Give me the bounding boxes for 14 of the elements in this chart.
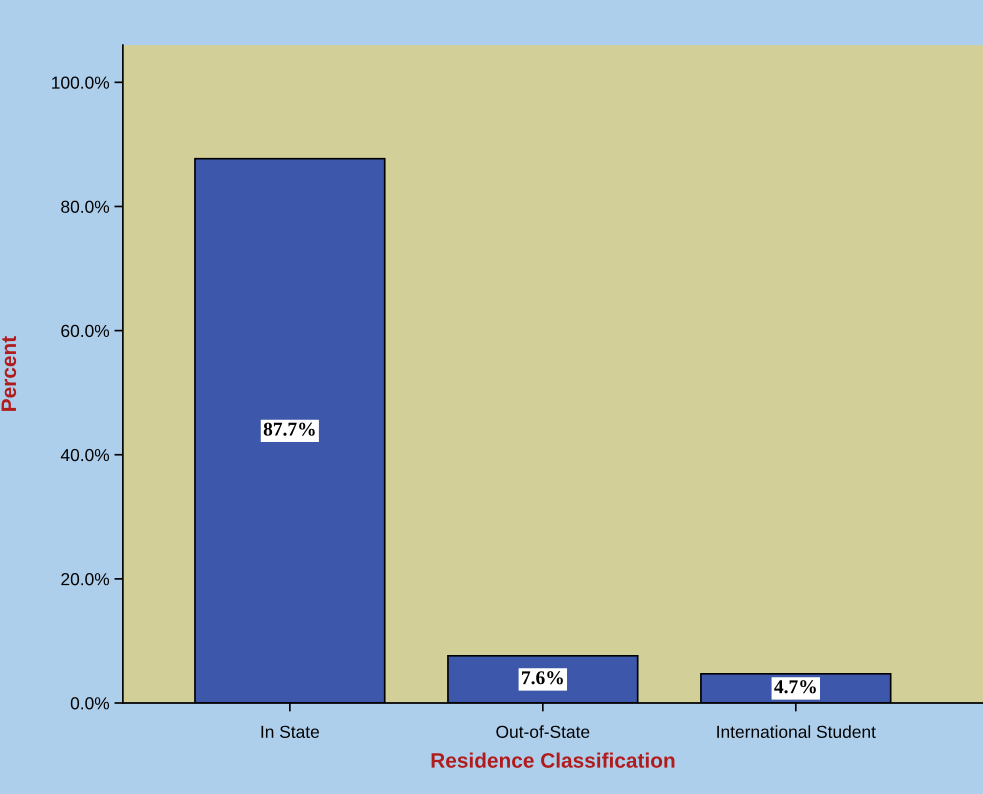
y-tick-label: 0.0%	[70, 697, 110, 710]
x-tick-label: Out-of-State	[496, 725, 590, 738]
y-tick-label: 100.0%	[52, 76, 110, 89]
x-axis-title: Residence Classification	[432, 752, 674, 768]
y-tick-label: 60.0%	[61, 324, 110, 338]
y-tick-label: 80.0%	[61, 200, 110, 213]
data-label: 4.7%	[774, 680, 816, 694]
data-label: 87.7%	[264, 422, 315, 436]
y-tick-label: 20.0%	[61, 573, 110, 586]
x-tick-label: In State	[262, 726, 319, 738]
data-label: 7.6%	[522, 671, 563, 684]
y-tick-label: 40.0%	[60, 448, 110, 462]
y-axis-title: Percent	[2, 336, 16, 411]
x-tick-label: International Student	[717, 725, 876, 738]
